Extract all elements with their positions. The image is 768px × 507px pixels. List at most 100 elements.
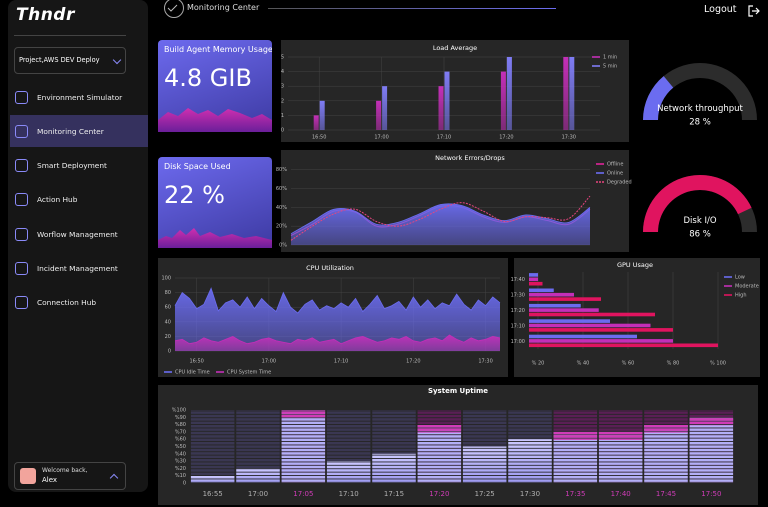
x-tick-label: 17:25 <box>475 490 495 498</box>
y-tick-label: 17:20 <box>511 308 525 314</box>
nav-item-active[interactable]: Monitoring Center <box>10 115 148 147</box>
nav-label: Environment Simulator <box>37 92 123 102</box>
bar <box>598 431 643 483</box>
logo[interactable]: Thndr <box>16 5 75 25</box>
bar <box>569 57 575 130</box>
nav-item[interactable]: Action Hub <box>10 183 148 215</box>
area-fill <box>175 288 500 351</box>
y-tick-label: 17:40 <box>511 277 525 283</box>
x-tick-label: 17:40 <box>611 490 631 498</box>
nav-item[interactable]: Connection Hub <box>10 286 148 318</box>
y-tick-label: %10 <box>175 473 186 479</box>
nav-icon <box>15 227 28 241</box>
legend-label: Degraded <box>607 180 632 186</box>
y-tick-label: 100 <box>161 276 171 282</box>
bar <box>529 292 574 297</box>
line <box>174 287 501 314</box>
y-tick-label: %70 <box>175 429 186 435</box>
x-tick-label: 17:20 <box>499 135 513 141</box>
bar <box>508 439 552 483</box>
card-value: 22 % <box>164 181 225 209</box>
bar <box>376 100 382 130</box>
gauge-title: Disk I/O <box>683 216 717 226</box>
bar <box>529 323 651 328</box>
bar <box>529 328 673 332</box>
y-tick-label: 5 <box>281 55 284 61</box>
nav-label: Smart Deployment <box>37 160 107 170</box>
bar <box>529 319 610 323</box>
nav-icon <box>15 90 28 104</box>
nav-label: Connection Hub <box>37 297 97 307</box>
y-tick-label: 0% <box>279 243 287 249</box>
card-title: Build Agent Memory Usage <box>164 45 272 54</box>
y-tick-label: %60 <box>175 437 186 443</box>
x-tick-label: 17:10 <box>339 490 359 498</box>
y-tick-label: 3 <box>281 84 284 90</box>
bar-highlight <box>553 431 598 440</box>
x-tick-label: 17:10 <box>437 135 451 141</box>
bar <box>529 297 601 301</box>
welcome: Welcome back, <box>42 467 88 474</box>
x-tick-label: % 40 <box>577 361 590 367</box>
y-tick-label: %30 <box>175 459 186 465</box>
bar <box>689 417 734 483</box>
user-name: Alex <box>42 476 58 484</box>
bar <box>529 277 538 282</box>
bar <box>500 71 506 130</box>
bar <box>529 273 538 277</box>
bar <box>553 431 598 483</box>
project-select[interactable]: Project,AWS DEV Deploy <box>14 47 126 74</box>
y-tick-label: 40% <box>276 205 287 211</box>
y-tick-label: 0 <box>168 349 171 355</box>
bar-highlight <box>281 410 326 418</box>
legend-label: 1 min <box>603 55 617 61</box>
line <box>174 334 501 345</box>
nav-item[interactable]: Incident Management <box>10 252 148 284</box>
divider <box>14 35 126 36</box>
logout-icon[interactable] <box>748 5 760 17</box>
nav-label: Worflow Management <box>37 229 118 239</box>
background-column <box>190 410 235 483</box>
nav-item[interactable]: Environment Simulator <box>10 81 148 113</box>
bar <box>529 308 599 312</box>
legend-label: Moderate <box>735 284 759 290</box>
nav-item[interactable]: Worflow Management <box>10 218 148 250</box>
y-tick-label: %40 <box>175 451 186 457</box>
gauge-value-label: 86 % <box>689 230 711 240</box>
logout[interactable]: Logout <box>704 4 737 15</box>
bar <box>190 475 235 483</box>
nav-label: Action Hub <box>37 194 78 204</box>
nav-item[interactable]: Smart Deployment <box>10 149 148 181</box>
nav-icon <box>15 158 28 172</box>
x-tick-label: 17:15 <box>384 490 404 498</box>
user-box[interactable]: Welcome back, Alex <box>14 462 126 490</box>
bar <box>529 343 718 348</box>
legend-label: Online <box>607 171 623 177</box>
chart-title: CPU Utilization <box>306 264 354 272</box>
x-tick-label: 17:10 <box>334 359 348 365</box>
bar <box>529 288 554 293</box>
gauge-track <box>643 63 757 120</box>
chart-title: Load Average <box>433 44 477 52</box>
sidebar: Thndr Project,AWS DEV Deploy Environment… <box>8 0 148 492</box>
legend-label: CPU System Time <box>227 370 271 376</box>
bar <box>444 71 450 130</box>
card-title: Disk Space Used <box>164 162 231 171</box>
panel <box>514 258 760 377</box>
y-tick-label: %20 <box>175 466 186 472</box>
y-tick-label: 17:10 <box>511 323 525 329</box>
y-tick-label: 17:30 <box>511 293 525 299</box>
bar <box>313 115 319 130</box>
bar <box>372 453 416 483</box>
legend-label: Offline <box>607 162 623 168</box>
x-tick-label: % 60 <box>622 361 635 367</box>
y-tick-label: 80% <box>276 167 287 173</box>
x-tick-label: 17:00 <box>262 359 276 365</box>
x-tick-label: 17:05 <box>293 490 313 498</box>
bar <box>438 86 444 130</box>
bar <box>326 461 371 483</box>
header-title: Monitoring Center <box>187 3 260 12</box>
header-icon <box>164 0 184 18</box>
